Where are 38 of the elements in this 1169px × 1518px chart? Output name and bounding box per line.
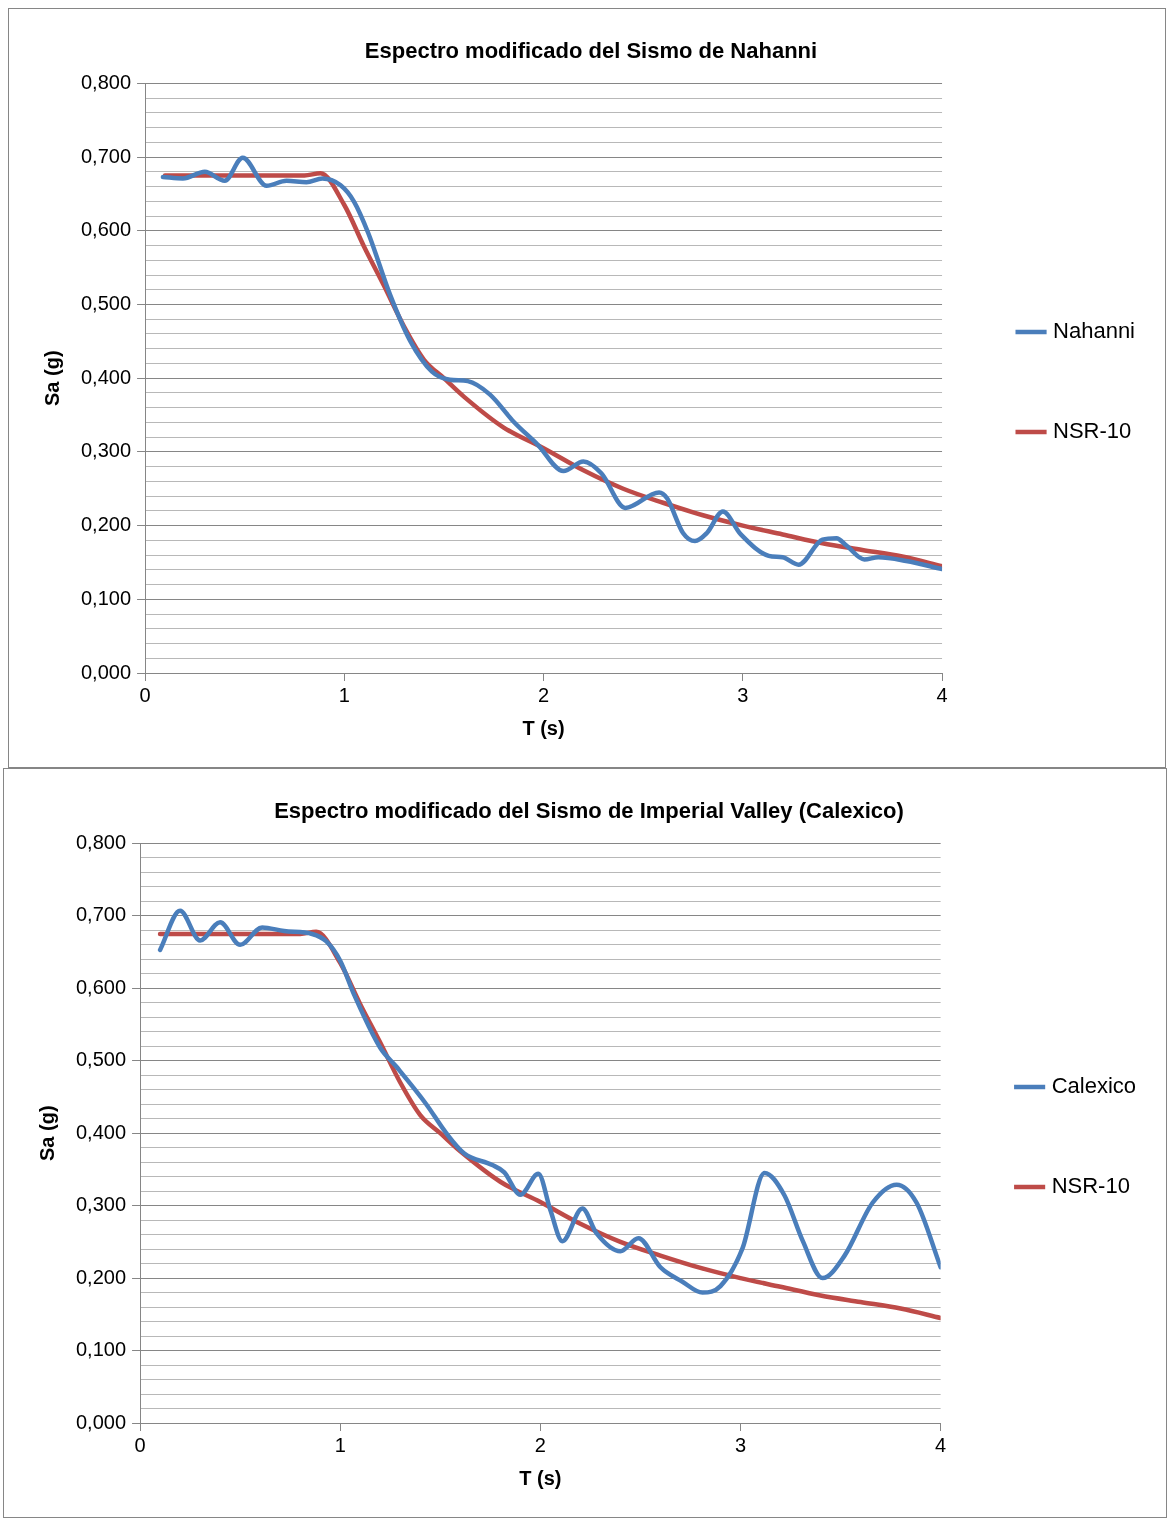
legend-label: NSR-10 <box>1051 1173 1130 1199</box>
x-tick-label: 3 <box>734 1433 747 1456</box>
legend-label: Calexico <box>1051 1073 1137 1099</box>
x-axis-title: T (s) <box>519 1466 562 1489</box>
y-tick-label: 0,800 <box>80 70 132 93</box>
y-axis-title: Sa (g) <box>40 350 63 406</box>
x-tick-label: 1 <box>338 683 350 706</box>
y-tick-label: 0,600 <box>80 218 132 241</box>
y-tick-label: 0,500 <box>80 292 132 315</box>
x-tick-label: 4 <box>936 683 948 706</box>
chart-title: Espectro modificado del Sismo de Imperial Valley (Calexico) <box>274 798 904 824</box>
x-tick-label: 3 <box>737 683 749 706</box>
y-tick-label: 0,400 <box>75 1120 127 1143</box>
y-tick-label: 0,200 <box>75 1265 127 1288</box>
chart-title: Espectro modificado del Sismo de Nahanni <box>364 38 818 64</box>
y-axis-title: Sa (g) <box>35 1105 58 1161</box>
y-tick-label: 0,300 <box>75 1193 127 1216</box>
x-tick-label: 0 <box>134 1433 146 1456</box>
x-tick-label: 2 <box>534 1433 546 1456</box>
y-tick-label: 0,500 <box>75 1048 127 1071</box>
y-tick-label: 0,600 <box>75 975 127 998</box>
y-tick-label: 0,100 <box>80 586 132 609</box>
y-tick-label: 0,700 <box>75 903 127 926</box>
y-tick-label: 0,200 <box>80 513 132 536</box>
y-tick-label: 0,300 <box>80 439 132 462</box>
legend-label: NSR-10 <box>1053 418 1132 444</box>
y-tick-label: 0,000 <box>75 1410 127 1433</box>
y-tick-label: 0,700 <box>80 144 132 167</box>
y-tick-label: 0,400 <box>80 365 132 388</box>
x-tick-label: 1 <box>334 1433 346 1456</box>
y-tick-label: 0,100 <box>75 1338 127 1361</box>
y-tick-label: 0,000 <box>80 660 132 683</box>
legend-label: Nahanni <box>1053 318 1135 344</box>
x-tick-label: 0 <box>139 683 151 706</box>
x-tick-label: 2 <box>537 683 550 706</box>
x-tick-label: 4 <box>935 1433 947 1456</box>
x-axis-title: T (s) <box>522 716 565 739</box>
y-tick-label: 0,800 <box>75 830 127 853</box>
